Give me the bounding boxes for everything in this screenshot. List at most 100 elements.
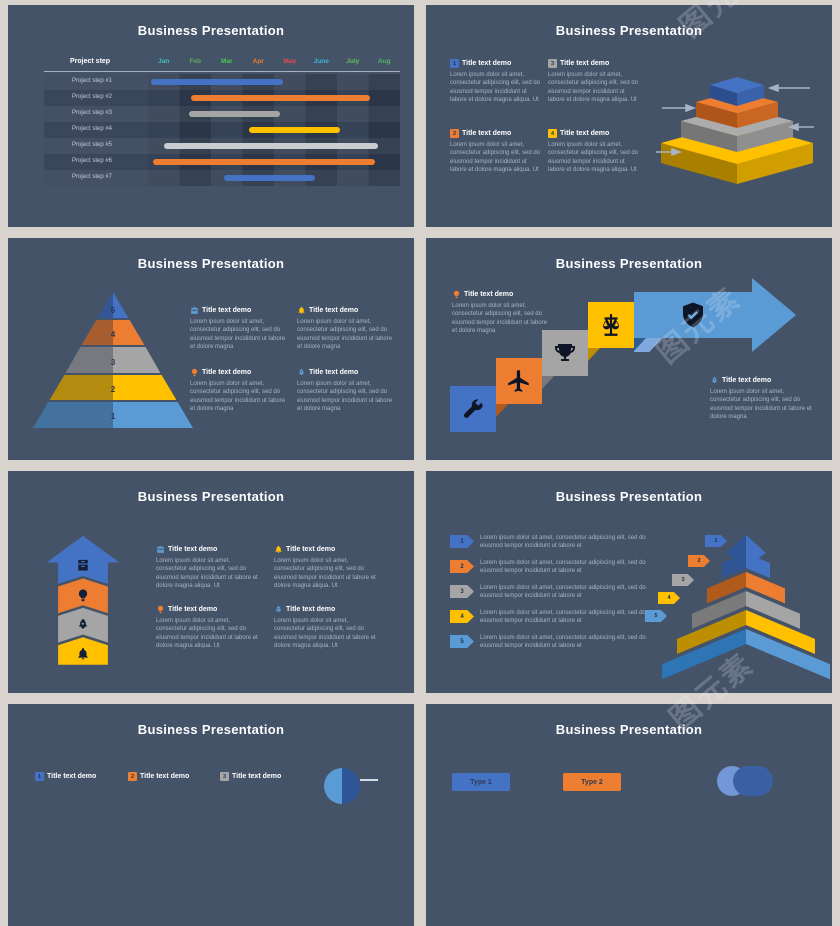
gantt-row-label: Project step #1	[72, 78, 113, 84]
number-badge: 2	[450, 129, 459, 138]
layer-tag-1: 1	[705, 535, 727, 547]
level-number: 2	[111, 385, 116, 394]
slide-6-chevron-pyramid[interactable]: Business Presentation 1 Lorem ipsum dolo…	[426, 471, 832, 693]
slide-title: Business Presentation	[137, 722, 285, 737]
list-tag-4: 4	[450, 610, 474, 623]
text-block-4: Title text demo Lorem ipsum dolor sit am…	[274, 605, 378, 651]
demo-body: Lorem ipsum dolor sit amet, consectetur …	[190, 381, 286, 413]
demo-body: Lorem ipsum dolor sit amet, consectetur …	[710, 389, 812, 421]
level-number: 3	[111, 358, 116, 367]
step-square-2	[496, 358, 542, 404]
slide-title: Business Presentation	[555, 256, 703, 271]
number-badge: 4	[548, 129, 557, 138]
slide-3-pyramid-levels[interactable]: Business Presentation 5 4 3 2 1	[8, 238, 414, 460]
text-block-4: Title text demo Lorem ipsum dolor sit am…	[297, 368, 397, 414]
layer-tag-2: 2	[688, 555, 710, 567]
gantt-row: Project step #2	[44, 90, 400, 106]
text-block-2: 2 Title text demo	[128, 772, 220, 781]
text-block-3: 3 Title text demo	[220, 772, 312, 781]
step-square-4	[588, 302, 634, 348]
slide-title: Business Presentation	[555, 23, 703, 38]
slide-title: Business Presentation	[137, 489, 285, 504]
gantt-row: Project step #6	[44, 154, 400, 170]
text-block-4: 4 Title text demo Lorem ipsum dolor sit …	[548, 129, 640, 175]
list-tag-1: 1	[450, 535, 474, 548]
demo-body: Lorem ipsum dolor sit amet, consectetur …	[548, 72, 639, 104]
gantt-month-label: Aug	[377, 58, 391, 65]
slide-8-types[interactable]: Business Presentation Type 1 Type 2	[426, 704, 832, 926]
shield-icon	[683, 302, 703, 328]
demo-title: Title text demo	[722, 377, 772, 384]
slide-4-process-steps[interactable]: Business Presentation Title text demo Lo…	[426, 238, 832, 460]
demo-title: Title text demo	[462, 130, 512, 137]
slide-1-gantt[interactable]: Business Presentation Project step Jan Fe…	[8, 5, 414, 227]
fold	[588, 348, 600, 361]
slide-2-stacked-pyramid[interactable]: Business Presentation 1 Title text demo …	[426, 5, 832, 227]
slide-title: Business Presentation	[137, 23, 285, 38]
slide-title: Business Presentation	[555, 722, 703, 737]
list-item-text: Lorem ipsum dolor sit amet, consectetur …	[480, 535, 646, 550]
slide-title: Business Presentation	[137, 256, 285, 271]
gantt-row-label: Project step #7	[72, 174, 113, 180]
demo-title: Title text demo	[47, 773, 97, 780]
bulb-icon	[157, 605, 164, 614]
demo-title: Title text demo	[202, 307, 252, 314]
demo-title: Title text demo	[286, 546, 336, 553]
template-preview-page: Business Presentation Project step Jan Fe…	[8, 5, 832, 926]
type-1-button[interactable]: Type 1	[452, 773, 510, 791]
gantt-row-label: Project step #2	[72, 94, 113, 100]
text-block-2: Title text demo Lorem ipsum dolor sit am…	[297, 306, 397, 352]
demo-title: Title text demo	[464, 291, 514, 298]
process-arrow	[634, 292, 752, 338]
gantt-month-label: Jan	[158, 58, 170, 65]
number-badge: 2	[128, 772, 137, 781]
level-number: 4	[111, 330, 116, 339]
list-tag-2: 2	[450, 560, 474, 573]
list-item-text: Lorem ipsum dolor sit amet, consectetur …	[480, 610, 646, 625]
legend-dash	[360, 779, 378, 781]
demo-title: Title text demo	[309, 369, 359, 376]
gantt-row: Project step #7	[44, 170, 400, 186]
type-2-button[interactable]: Type 2	[563, 773, 621, 791]
gantt-bar	[223, 175, 315, 181]
slide-7-pie[interactable]: Business Presentation 1 Title text demo …	[8, 704, 414, 926]
gantt-row-label: Project step #5	[72, 142, 113, 148]
slide-5-tower[interactable]: Business Presentation Title text demo Lo…	[8, 471, 414, 693]
gantt-header-divider	[44, 71, 400, 72]
layer-tag-4: 4	[658, 592, 680, 604]
demo-title: Title text demo	[560, 130, 610, 137]
demo-body: Lorem ipsum dolor sit amet, consectetur …	[274, 618, 376, 650]
3d-stacked-pyramid-graphic	[656, 77, 814, 184]
number-badge: 1	[35, 772, 44, 781]
number-badge: 3	[548, 59, 557, 68]
number-badge: 3	[220, 772, 229, 781]
demo-title: Title text demo	[140, 773, 190, 780]
gantt-month-label: May	[283, 58, 297, 65]
demo-body: Lorem ipsum dolor sit amet, consectetur …	[274, 558, 376, 590]
level-number: 5	[111, 306, 116, 315]
gantt-month-label: Feb	[189, 58, 202, 65]
text-block-bottom: Title text demo Lorem ipsum dolor sit am…	[710, 376, 814, 422]
gantt-month-label: June	[313, 58, 329, 65]
trophy-icon	[555, 344, 575, 361]
bell-icon	[275, 545, 282, 553]
gantt-bar	[248, 127, 341, 133]
demo-body: Lorem ipsum dolor sit amet, consectetur …	[297, 381, 393, 413]
gantt-bar	[163, 143, 378, 149]
process-arrow-head	[752, 278, 796, 352]
text-block-1: 1 Title text demo	[35, 772, 127, 781]
list-item-text: Lorem ipsum dolor sit amet, consectetur …	[480, 560, 646, 575]
pyramid-graphic: 5 4 3 2 1	[33, 292, 193, 428]
briefcase-icon	[191, 306, 198, 314]
demo-body: Lorem ipsum dolor sit amet, consectetur …	[450, 142, 541, 174]
rocket-icon	[298, 368, 305, 376]
gantt-month-label: July	[346, 58, 360, 65]
text-block-1: Title text demo Lorem ipsum dolor sit am…	[190, 306, 290, 352]
demo-body: Lorem ipsum dolor sit amet, consectetur …	[156, 558, 258, 590]
demo-body: Lorem ipsum dolor sit amet, consectetur …	[548, 142, 639, 174]
cylinder-body	[733, 766, 773, 796]
list-tag-5: 5	[450, 635, 474, 648]
list-item-text: Lorem ipsum dolor sit amet, consectetur …	[480, 585, 646, 600]
gantt-row-label: Project step #3	[72, 110, 113, 116]
text-block-3: Title text demo Lorem ipsum dolor sit am…	[156, 605, 260, 651]
